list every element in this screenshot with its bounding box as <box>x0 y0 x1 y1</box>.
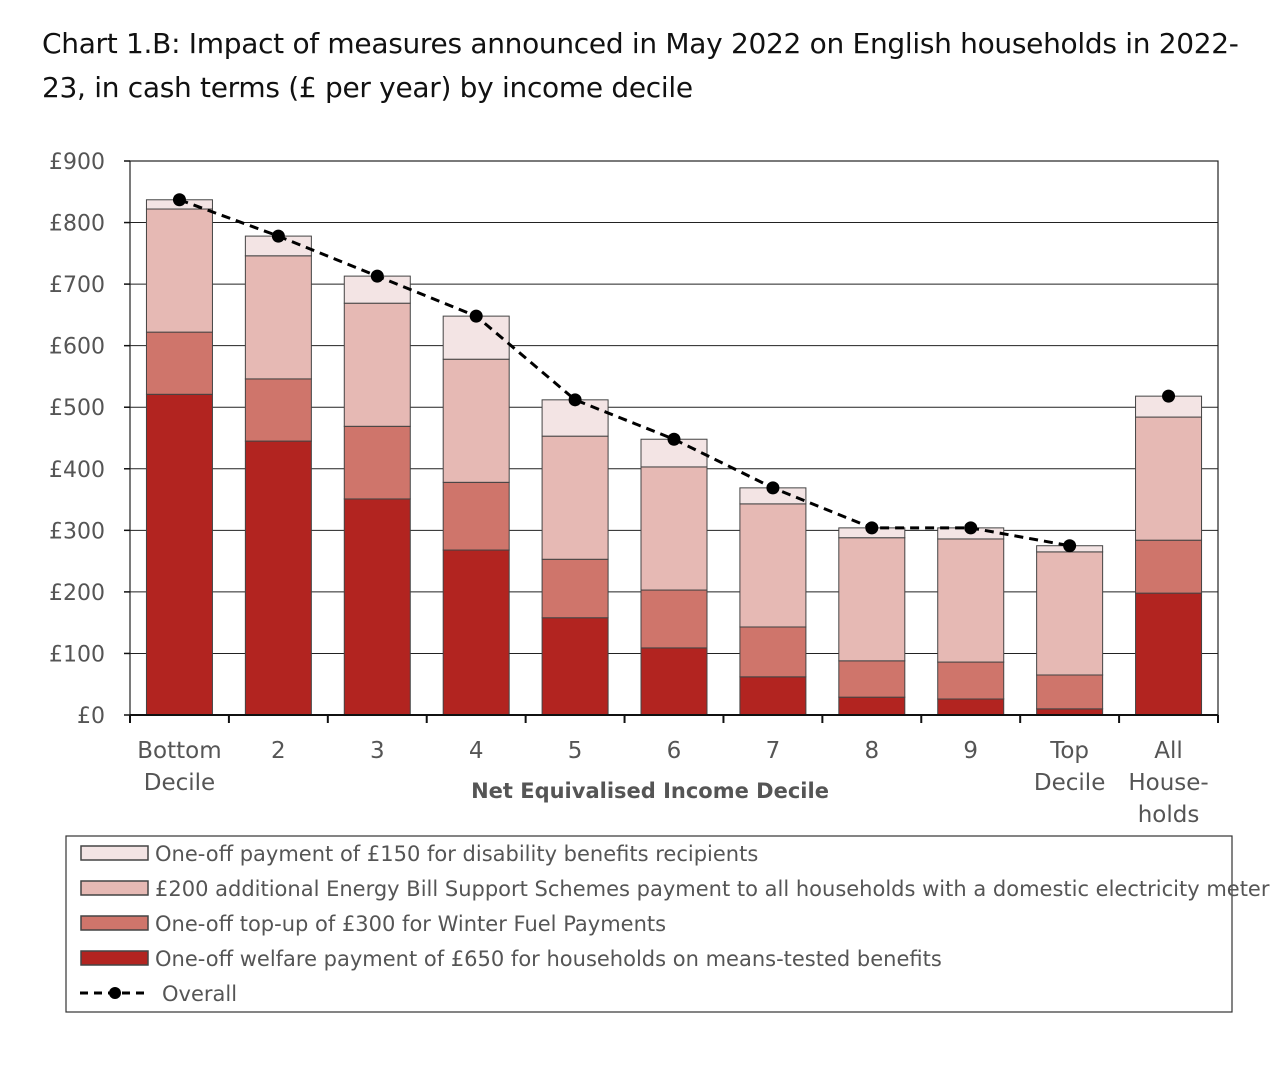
overall-point <box>172 193 186 207</box>
bar-segment <box>1036 674 1104 710</box>
legend-frame <box>65 835 1233 1013</box>
bar-segment <box>1135 416 1203 541</box>
x-tick-label: 7 <box>766 738 781 764</box>
bar-segment <box>442 549 510 716</box>
chart-title: Chart 1.B: Impact of measures announced … <box>42 27 1239 104</box>
bar-segment <box>442 358 510 483</box>
legend-swatch <box>80 915 149 931</box>
overall-point <box>271 229 285 243</box>
bar-segment <box>541 435 609 560</box>
bar-segment <box>640 647 708 716</box>
bar-segment <box>1036 551 1104 676</box>
y-tick-label: £700 <box>49 273 105 298</box>
x-tick-label: 6 <box>667 738 682 764</box>
legend-swatch <box>80 950 149 966</box>
overall-point <box>964 521 978 535</box>
bar-segment <box>739 626 807 678</box>
bar-segment <box>343 425 411 500</box>
bar-segment <box>244 255 312 380</box>
bar-segment <box>838 660 906 698</box>
x-tick-label: 8 <box>864 738 879 764</box>
overall-point <box>1162 389 1176 403</box>
x-tick-label: Top <box>1049 738 1089 764</box>
x-tick-label: Bottom <box>137 738 221 764</box>
x-tick-label: 2 <box>271 738 286 764</box>
bar-segment <box>739 676 807 716</box>
overall-point <box>469 309 483 323</box>
bar-segment <box>838 537 906 662</box>
legend-label: Overall <box>162 982 237 1006</box>
bar-segment <box>244 440 312 716</box>
y-tick-label: £400 <box>49 458 105 483</box>
bar-segment <box>145 208 213 333</box>
bar-segment <box>442 481 510 551</box>
x-tick-label: 5 <box>568 738 583 764</box>
bar-segment <box>937 698 1005 716</box>
bar-segment <box>937 538 1005 663</box>
x-tick-label: All <box>1154 738 1183 764</box>
bar-segment <box>640 589 708 649</box>
y-tick-label: £900 <box>49 150 105 175</box>
x-tick-label: Decile <box>1034 770 1105 796</box>
legend-swatch <box>80 845 149 861</box>
bar-segment <box>1135 592 1203 716</box>
bar-segment <box>145 393 213 716</box>
y-tick-label: £300 <box>49 519 105 544</box>
overall-point <box>1063 539 1077 553</box>
overall-line <box>178 198 1070 548</box>
bar-segment <box>343 498 411 716</box>
bar-segment <box>640 466 708 591</box>
overall-point <box>766 481 780 495</box>
legend-label: One-off top-up of £300 for Winter Fuel P… <box>155 912 666 936</box>
x-tick-label: 4 <box>469 738 484 764</box>
bar-segment <box>244 378 312 442</box>
x-tick-label: 9 <box>963 738 978 764</box>
bar-segment <box>937 661 1005 700</box>
legend-label: One-off payment of £150 for disability b… <box>155 842 758 866</box>
bar-segment <box>442 315 510 360</box>
x-axis-label: Net Equivalised Income Decile <box>471 779 829 803</box>
y-tick-label: £800 <box>49 212 105 237</box>
legend-line-marker <box>109 987 121 999</box>
overall-point <box>667 432 681 446</box>
legend-swatch <box>80 880 149 896</box>
y-tick-label: £600 <box>49 335 105 360</box>
y-tick-label: £200 <box>49 581 105 606</box>
y-tick-label: £500 <box>49 396 105 421</box>
x-tick-label: House- <box>1128 770 1208 796</box>
bar-segment <box>541 617 609 716</box>
bar-segment <box>838 696 906 716</box>
bar-segment <box>145 331 213 395</box>
x-tick-label: Decile <box>144 770 215 796</box>
legend-label: £200 additional Energy Bill Support Sche… <box>155 877 1270 901</box>
bar-segment <box>343 302 411 427</box>
x-tick-label: 3 <box>370 738 385 764</box>
legend-label: One-off welfare payment of £650 for hous… <box>155 947 942 971</box>
y-tick-label: £100 <box>49 642 105 667</box>
legend: One-off payment of £150 for disability b… <box>65 835 1270 1013</box>
overall-point <box>865 521 879 535</box>
bar-segment <box>1135 539 1203 594</box>
x-tick-label: holds <box>1138 802 1200 828</box>
bar-segment <box>739 503 807 628</box>
overall-point <box>370 269 384 283</box>
overall-point <box>568 393 582 407</box>
y-tick-label: £0 <box>77 704 105 729</box>
bar-segment <box>541 558 609 619</box>
